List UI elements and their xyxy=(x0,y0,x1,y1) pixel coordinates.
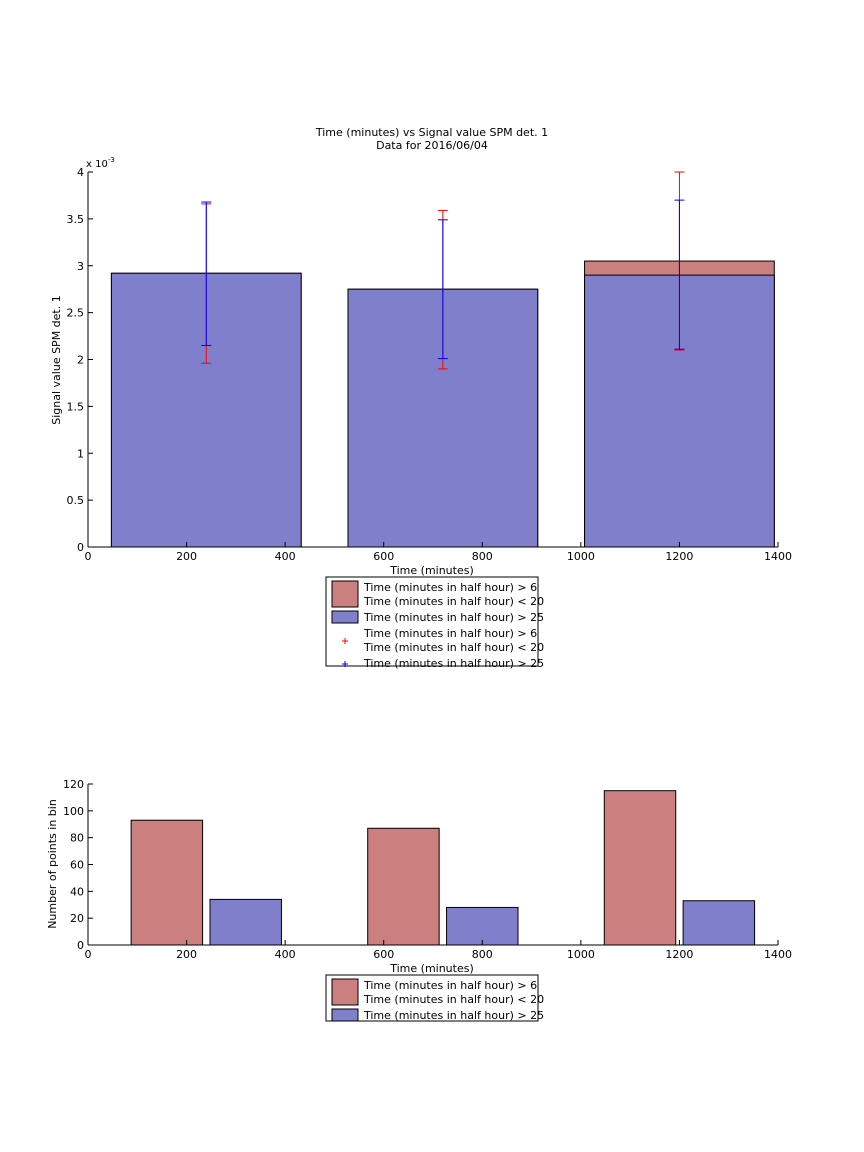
legend-label: Time (minutes in half hour) > 6 xyxy=(363,627,537,640)
y-tick-label: 60 xyxy=(70,859,84,872)
signal-chart: Time (minutes) vs Signal value SPM det. … xyxy=(50,126,792,670)
error-bar xyxy=(437,219,448,360)
y-tick-label: 3 xyxy=(77,260,84,273)
x-tick-label: 600 xyxy=(373,948,394,961)
y-exponent-prefix: x 10 xyxy=(86,159,108,170)
legend-swatch xyxy=(331,610,359,624)
legend-label: Time (minutes in half hour) < 20 xyxy=(363,641,544,654)
x-tick-label: 800 xyxy=(472,550,493,563)
x-tick-label: 1400 xyxy=(764,550,792,563)
x-tick-label: 200 xyxy=(176,550,197,563)
bar xyxy=(130,819,204,946)
x-axis-label: Time (minutes) xyxy=(389,962,474,975)
x-tick-label: 400 xyxy=(275,948,296,961)
x-axis-label: Time (minutes) xyxy=(389,564,474,577)
y-tick-label: 100 xyxy=(63,805,84,818)
x-tick-label: 1200 xyxy=(665,948,693,961)
y-tick-label: 120 xyxy=(63,778,84,791)
legend-swatch xyxy=(331,580,359,608)
legend-swatch xyxy=(331,978,359,1006)
chart-title-line-2: Data for 2016/06/04 xyxy=(376,139,488,152)
legend-label: Time (minutes in half hour) > 25 xyxy=(363,1009,544,1022)
y-axis-label: Number of points in bin xyxy=(46,799,59,929)
legend-box xyxy=(325,576,539,667)
legend-label: Time (minutes in half hour) < 20 xyxy=(363,993,544,1006)
x-tick-label: 200 xyxy=(176,948,197,961)
legend-swatch xyxy=(331,1008,359,1022)
svg-text:x 10-3: x 10-3 xyxy=(86,156,115,170)
x-tick-label: 400 xyxy=(275,550,296,563)
bar xyxy=(446,906,519,946)
x-tick-label: 800 xyxy=(472,948,493,961)
legend-label: Time (minutes in half hour) < 20 xyxy=(363,595,544,608)
legend-label: Time (minutes in half hour) > 6 xyxy=(363,581,537,594)
y-tick-label: 3.5 xyxy=(67,213,85,226)
y-tick-label: 20 xyxy=(70,912,84,925)
legend-marker xyxy=(342,661,348,667)
y-tick-label: 40 xyxy=(70,885,84,898)
x-tick-label: 1000 xyxy=(567,550,595,563)
legend-marker xyxy=(342,638,348,644)
y-tick-label: 2.5 xyxy=(67,307,85,320)
error-bar xyxy=(201,201,212,346)
y-tick-label: 0.5 xyxy=(67,494,85,507)
error-bar xyxy=(674,199,685,350)
bar xyxy=(603,790,677,946)
y-tick-label: 2 xyxy=(77,354,84,367)
legend-label: Time (minutes in half hour) > 25 xyxy=(363,657,544,670)
x-tick-label: 1400 xyxy=(764,948,792,961)
x-tick-label: 0 xyxy=(85,948,92,961)
y-tick-label: 4 xyxy=(77,166,84,179)
y-exponent-label: x 10-3 xyxy=(86,156,115,170)
x-tick-label: 600 xyxy=(373,550,394,563)
bar xyxy=(682,900,756,946)
y-tick-label: 80 xyxy=(70,832,84,845)
y-exponent-power: -3 xyxy=(108,156,115,164)
legend-box xyxy=(325,974,539,1022)
legend-label: Time (minutes in half hour) > 6 xyxy=(363,979,537,992)
y-tick-label: 1 xyxy=(77,447,84,460)
count-chart: 0 200 400 600 800 1000 1200 1400 0 20 40 60 80 100 120… xyxy=(46,778,792,1022)
y-tick-label: 0 xyxy=(77,939,84,952)
x-tick-label: 0 xyxy=(85,550,92,563)
y-tick-label: 1.5 xyxy=(67,400,85,413)
legend-label: Time (minutes in half hour) > 25 xyxy=(363,611,544,624)
y-axis-label: Signal value SPM det. 1 xyxy=(50,295,63,425)
y-tick-label: 0 xyxy=(77,541,84,554)
bar xyxy=(367,827,440,946)
chart-title-line-1: Time (minutes) vs Signal value SPM det. … xyxy=(315,126,548,139)
x-tick-label: 1200 xyxy=(665,550,693,563)
x-tick-label: 1000 xyxy=(567,948,595,961)
bar xyxy=(209,898,282,946)
